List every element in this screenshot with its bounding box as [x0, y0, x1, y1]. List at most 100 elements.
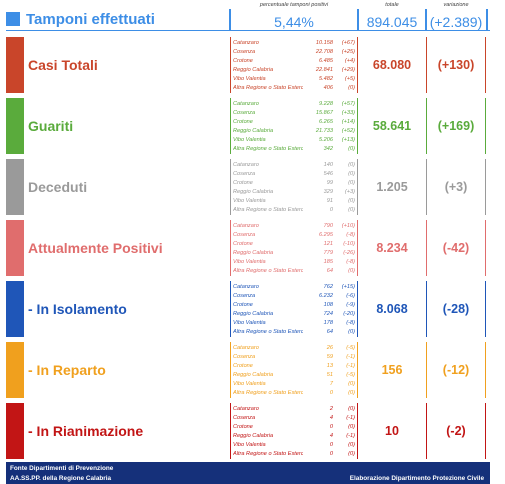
province-name: Crotone [233, 240, 253, 247]
province-name: Altra Regione o Stato Estero [233, 84, 303, 91]
province-delta: (-8) [346, 231, 355, 238]
province-line: Altra Regione o Stato Estero 64 (0) [233, 266, 355, 275]
footer-credit: Elaborazione Dipartimento Protezione Civ… [349, 475, 484, 482]
province-name: Catanzaro [233, 405, 259, 412]
province-delta: (0) [348, 423, 355, 430]
province-line: Altra Regione o Stato Estero 406 (0) [233, 83, 355, 92]
province-name: Reggio Calabria [233, 188, 274, 195]
province-value: 15.867 [315, 109, 333, 116]
deceduti-variation: (+3) [426, 159, 486, 215]
province-name: Reggio Calabria [233, 432, 274, 439]
attualmente-positivi-color-bar [6, 220, 24, 276]
guariti-label: Guariti [28, 118, 74, 134]
province-delta: (0) [348, 145, 355, 152]
province-line: Crotone 6.485 (+4) [233, 56, 355, 65]
province-line: Crotone 13 (-1) [233, 361, 355, 370]
province-name: Catanzaro [233, 161, 259, 168]
province-line: Altra Regione o Stato Estero 0 (0) [233, 388, 355, 397]
province-delta: (0) [348, 179, 355, 186]
in-rianimazione-color-bar [6, 403, 24, 459]
province-name: Catanzaro [233, 222, 259, 229]
pct-caption: percentuale tamponi positivi [259, 2, 329, 8]
province-value: 0 [329, 206, 333, 213]
province-value: 0 [329, 450, 333, 457]
province-value: 10.158 [315, 39, 333, 46]
province-line: Cosenza 15.867 (+33) [233, 108, 355, 117]
province-line: Reggio Calabria 724 (-20) [233, 309, 355, 318]
province-delta: (+10) [341, 222, 355, 229]
province-delta: (+33) [341, 109, 355, 116]
province-line: Cosenza 6.232 (-6) [233, 291, 355, 300]
province-delta: (-20) [343, 310, 355, 317]
province-delta: (0) [348, 267, 355, 274]
province-value: 51 [326, 371, 333, 378]
province-value: 0 [329, 423, 333, 430]
province-line: Vibo Valentia 7 (0) [233, 379, 355, 388]
province-value: 178 [323, 319, 333, 326]
province-delta: (-9) [346, 301, 355, 308]
province-value: 6.295 [319, 231, 333, 238]
province-value: 64 [326, 328, 333, 335]
province-delta: (+4) [344, 57, 355, 64]
province-name: Cosenza [233, 109, 256, 116]
category-row: - In Isolamento Catanzaro 762 (+15) Cosenza 6… [0, 281, 505, 337]
province-name: Crotone [233, 362, 253, 369]
category-row: Deceduti Catanzaro 140 (0) Cosenza 546 (0) Crot… [0, 159, 505, 215]
province-value: 26 [326, 344, 333, 351]
province-line: Cosenza 4 (-1) [233, 413, 355, 422]
province-breakdown: Catanzaro 140 (0) Cosenza 546 (0) Crotone 99 (0)… [230, 159, 358, 215]
province-line: Catanzaro 10.158 (+67) [233, 38, 355, 47]
guariti-total: 58.641 [372, 119, 412, 133]
deceduti-label: Deceduti [28, 179, 88, 195]
province-line: Reggio Calabria 21.733 (+52) [233, 126, 355, 135]
province-value: 9.228 [319, 100, 333, 107]
province-line: Reggio Calabria 4 (-1) [233, 431, 355, 440]
province-value: 59 [326, 353, 333, 360]
province-name: Reggio Calabria [233, 310, 274, 317]
province-breakdown: Catanzaro 762 (+15) Cosenza 6.232 (-6) Crotone… [230, 281, 358, 337]
province-delta: (+57) [341, 100, 355, 107]
province-delta: (+29) [341, 66, 355, 73]
province-delta: (+14) [341, 118, 355, 125]
province-name: Altra Regione o Stato Estero [233, 267, 303, 274]
province-line: Vibo Valentia 185 (-8) [233, 257, 355, 266]
province-line: Cosenza 546 (0) [233, 169, 355, 178]
province-delta: (-1) [346, 362, 355, 369]
province-value: 6.265 [319, 118, 333, 125]
province-name: Crotone [233, 423, 253, 430]
province-line: Reggio Calabria 22.841 (+29) [233, 65, 355, 74]
province-delta: (-8) [346, 258, 355, 265]
in-rianimazione-label: - In Rianimazione [28, 423, 144, 439]
province-delta: (0) [348, 441, 355, 448]
province-name: Cosenza [233, 353, 256, 360]
province-line: Cosenza 22.708 (+25) [233, 47, 355, 56]
province-name: Catanzaro [233, 100, 259, 107]
province-line: Reggio Calabria 51 (-5) [233, 370, 355, 379]
province-delta: (0) [348, 197, 355, 204]
province-delta: (-1) [346, 414, 355, 421]
province-line: Vibo Valentia 0 (0) [233, 440, 355, 449]
in-isolamento-color-bar [6, 281, 24, 337]
province-line: Vibo Valentia 5.206 (+13) [233, 135, 355, 144]
province-name: Crotone [233, 57, 253, 64]
province-delta: (0) [348, 450, 355, 457]
in-reparto-color-bar [6, 342, 24, 398]
province-value: 13 [326, 362, 333, 369]
province-value: 64 [326, 267, 333, 274]
var-value: (+2.389) [429, 14, 483, 30]
province-name: Altra Regione o Stato Estero [233, 206, 303, 213]
province-line: Catanzaro 26 (-5) [233, 343, 355, 352]
province-line: Cosenza 6.295 (-8) [233, 230, 355, 239]
province-name: Altra Regione o Stato Estero [233, 389, 303, 396]
province-name: Cosenza [233, 414, 256, 421]
province-line: Reggio Calabria 329 (+3) [233, 187, 355, 196]
province-line: Crotone 108 (-9) [233, 300, 355, 309]
province-delta: (-1) [346, 353, 355, 360]
guariti-color-bar [6, 98, 24, 154]
footer: Fonte Dipartimenti di Prevenzione AA.SS.… [6, 462, 490, 484]
category-row: Casi Totali Catanzaro 10.158 (+67) Cosenza 22… [0, 37, 505, 93]
attualmente-positivi-label: Attualmente Positivi [28, 240, 163, 256]
province-value: 5.206 [319, 136, 333, 143]
province-delta: (0) [348, 170, 355, 177]
total-value: 894.045 [366, 14, 418, 30]
